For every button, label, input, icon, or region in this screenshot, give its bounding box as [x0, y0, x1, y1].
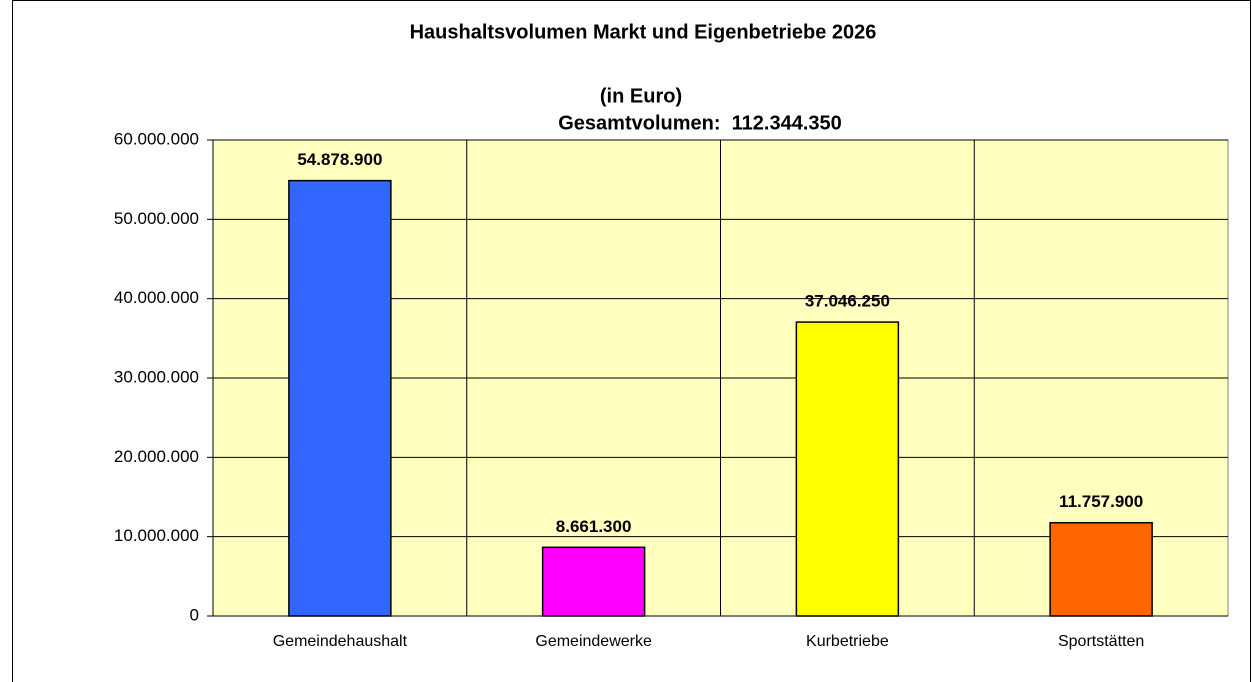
- bar: [541, 546, 646, 617]
- y-tick-label: 50.000.000: [114, 209, 199, 228]
- value-label: 8.661.300: [556, 517, 632, 536]
- y-tick-label: 60.000.000: [114, 129, 199, 148]
- value-label: 11.757.900: [1059, 492, 1143, 511]
- x-tick-label: Gemeindehaushalt: [273, 633, 408, 650]
- x-tick-label: Gemeindewerke: [535, 633, 652, 650]
- x-tick-label: Kurbetriebe: [806, 633, 889, 650]
- x-tick-label: Sportstätten: [1058, 633, 1144, 650]
- y-tick-label: 10.000.000: [114, 526, 199, 545]
- chart-annotation: Gesamtvolumen: 112.344.350: [558, 112, 842, 134]
- y-tick-label: 20.000.000: [114, 447, 199, 466]
- bar: [795, 321, 900, 617]
- y-tick-label: 40.000.000: [114, 288, 199, 307]
- bar: [288, 179, 392, 617]
- bar: [1049, 521, 1153, 617]
- y-tick-label: 0: [190, 605, 199, 624]
- y-tick-label: 30.000.000: [114, 367, 199, 386]
- chart-title: Haushaltsvolumen Markt und Eigenbetriebe…: [410, 21, 877, 43]
- chart-subtitle: (in Euro): [600, 85, 682, 107]
- value-label: 54.878.900: [297, 150, 382, 169]
- value-label: 37.046.250: [805, 292, 890, 311]
